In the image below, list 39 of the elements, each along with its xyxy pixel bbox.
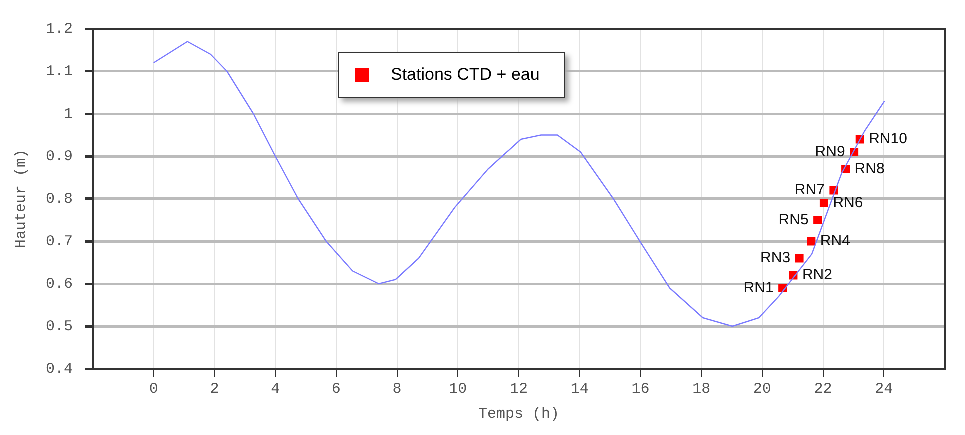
point — [814, 216, 822, 224]
y-axis-title: Hauteur (m) — [12, 149, 30, 249]
y-tick-label: 0.6 — [46, 276, 74, 293]
x-tick-label: 22 — [814, 380, 832, 398]
x-axis-title: Temps (h) — [478, 406, 560, 423]
annotation: RN7 — [794, 182, 825, 199]
annotation: RN4 — [820, 232, 850, 250]
annotation: RN5 — [778, 211, 809, 228]
x-tick-label: 0 — [149, 380, 158, 398]
annotation: RN8 — [854, 160, 885, 178]
annotation: RN3 — [760, 250, 791, 267]
x-tick-label: 20 — [753, 380, 772, 398]
legend-label: Stations CTD + eau — [391, 65, 540, 85]
y-tick-label: 0.9 — [46, 148, 74, 166]
point — [795, 254, 804, 263]
y-tick-label: 0.8 — [46, 190, 74, 208]
y-tick-label: 1.2 — [46, 20, 74, 38]
point — [820, 199, 828, 208]
x-tick-label: 16 — [632, 380, 650, 398]
y-tick-label: 0.5 — [46, 318, 74, 336]
x-tick-label: 2 — [210, 380, 220, 398]
annotation: RN2 — [802, 266, 832, 284]
x-tick-label: 14 — [570, 380, 589, 398]
x-tick-label: 10 — [449, 380, 468, 398]
x-tick-label: 24 — [875, 380, 894, 398]
x-tick-label: 12 — [510, 380, 528, 398]
x-tick-label: 18 — [692, 380, 711, 398]
annotation: RN6 — [833, 194, 864, 212]
y-tick-label: 1 — [64, 106, 74, 123]
annotation: RN1 — [744, 279, 774, 296]
annotation: RN10 — [869, 130, 908, 148]
y-tick-label: 0.7 — [46, 233, 74, 250]
y-tick-label: 1.1 — [46, 63, 74, 80]
annotation: RN9 — [815, 143, 846, 160]
point — [807, 237, 816, 246]
x-tick-label: 8 — [392, 380, 402, 398]
x-tick-label: 4 — [271, 380, 280, 398]
y-tick-label: 0.4 — [46, 360, 74, 378]
x-tick-label: 6 — [332, 380, 341, 398]
